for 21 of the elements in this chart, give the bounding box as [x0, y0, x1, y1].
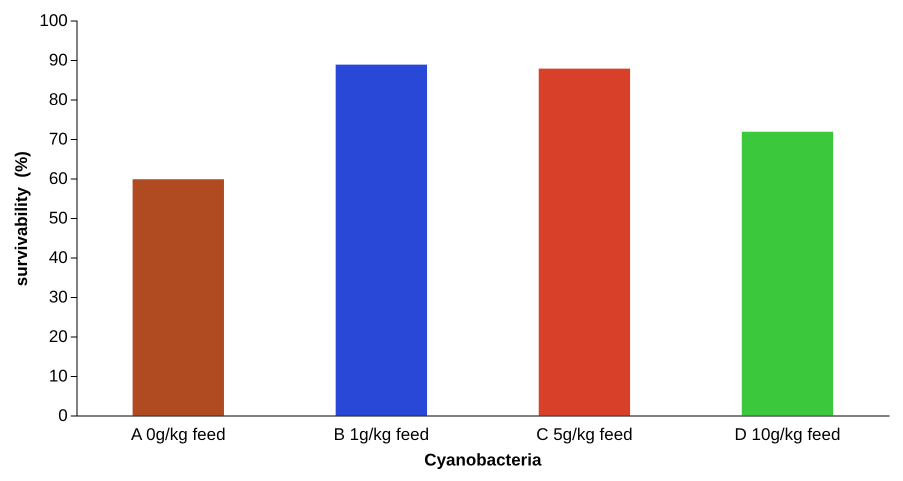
- x-axis-title: Cyanobacteria: [424, 450, 542, 470]
- y-tick-label: 90: [48, 50, 68, 70]
- bar: [742, 132, 834, 416]
- bar: [132, 179, 224, 416]
- y-axis-title: survivability (%): [12, 151, 31, 286]
- y-tick-label: 60: [48, 168, 68, 188]
- y-tick-label: 40: [48, 248, 68, 267]
- y-tick-label: 10: [48, 366, 68, 386]
- y-tick-label: 0: [58, 406, 68, 425]
- y-tick-label: 100: [39, 10, 68, 30]
- x-tick-label: A 0g/kg feed: [131, 425, 226, 444]
- x-tick-label: C 5g/kg feed: [536, 425, 633, 444]
- x-tick-label: B 1g/kg feed: [334, 425, 430, 444]
- y-tick-label: 80: [48, 90, 68, 109]
- bar: [336, 64, 428, 416]
- y-tick-label: 30: [48, 287, 68, 306]
- y-tick-label: 70: [48, 129, 68, 148]
- y-tick-label: 50: [48, 208, 68, 228]
- y-tick-label: 20: [48, 326, 68, 346]
- bar: [538, 68, 630, 416]
- x-tick-label: D 10g/kg feed: [734, 425, 840, 444]
